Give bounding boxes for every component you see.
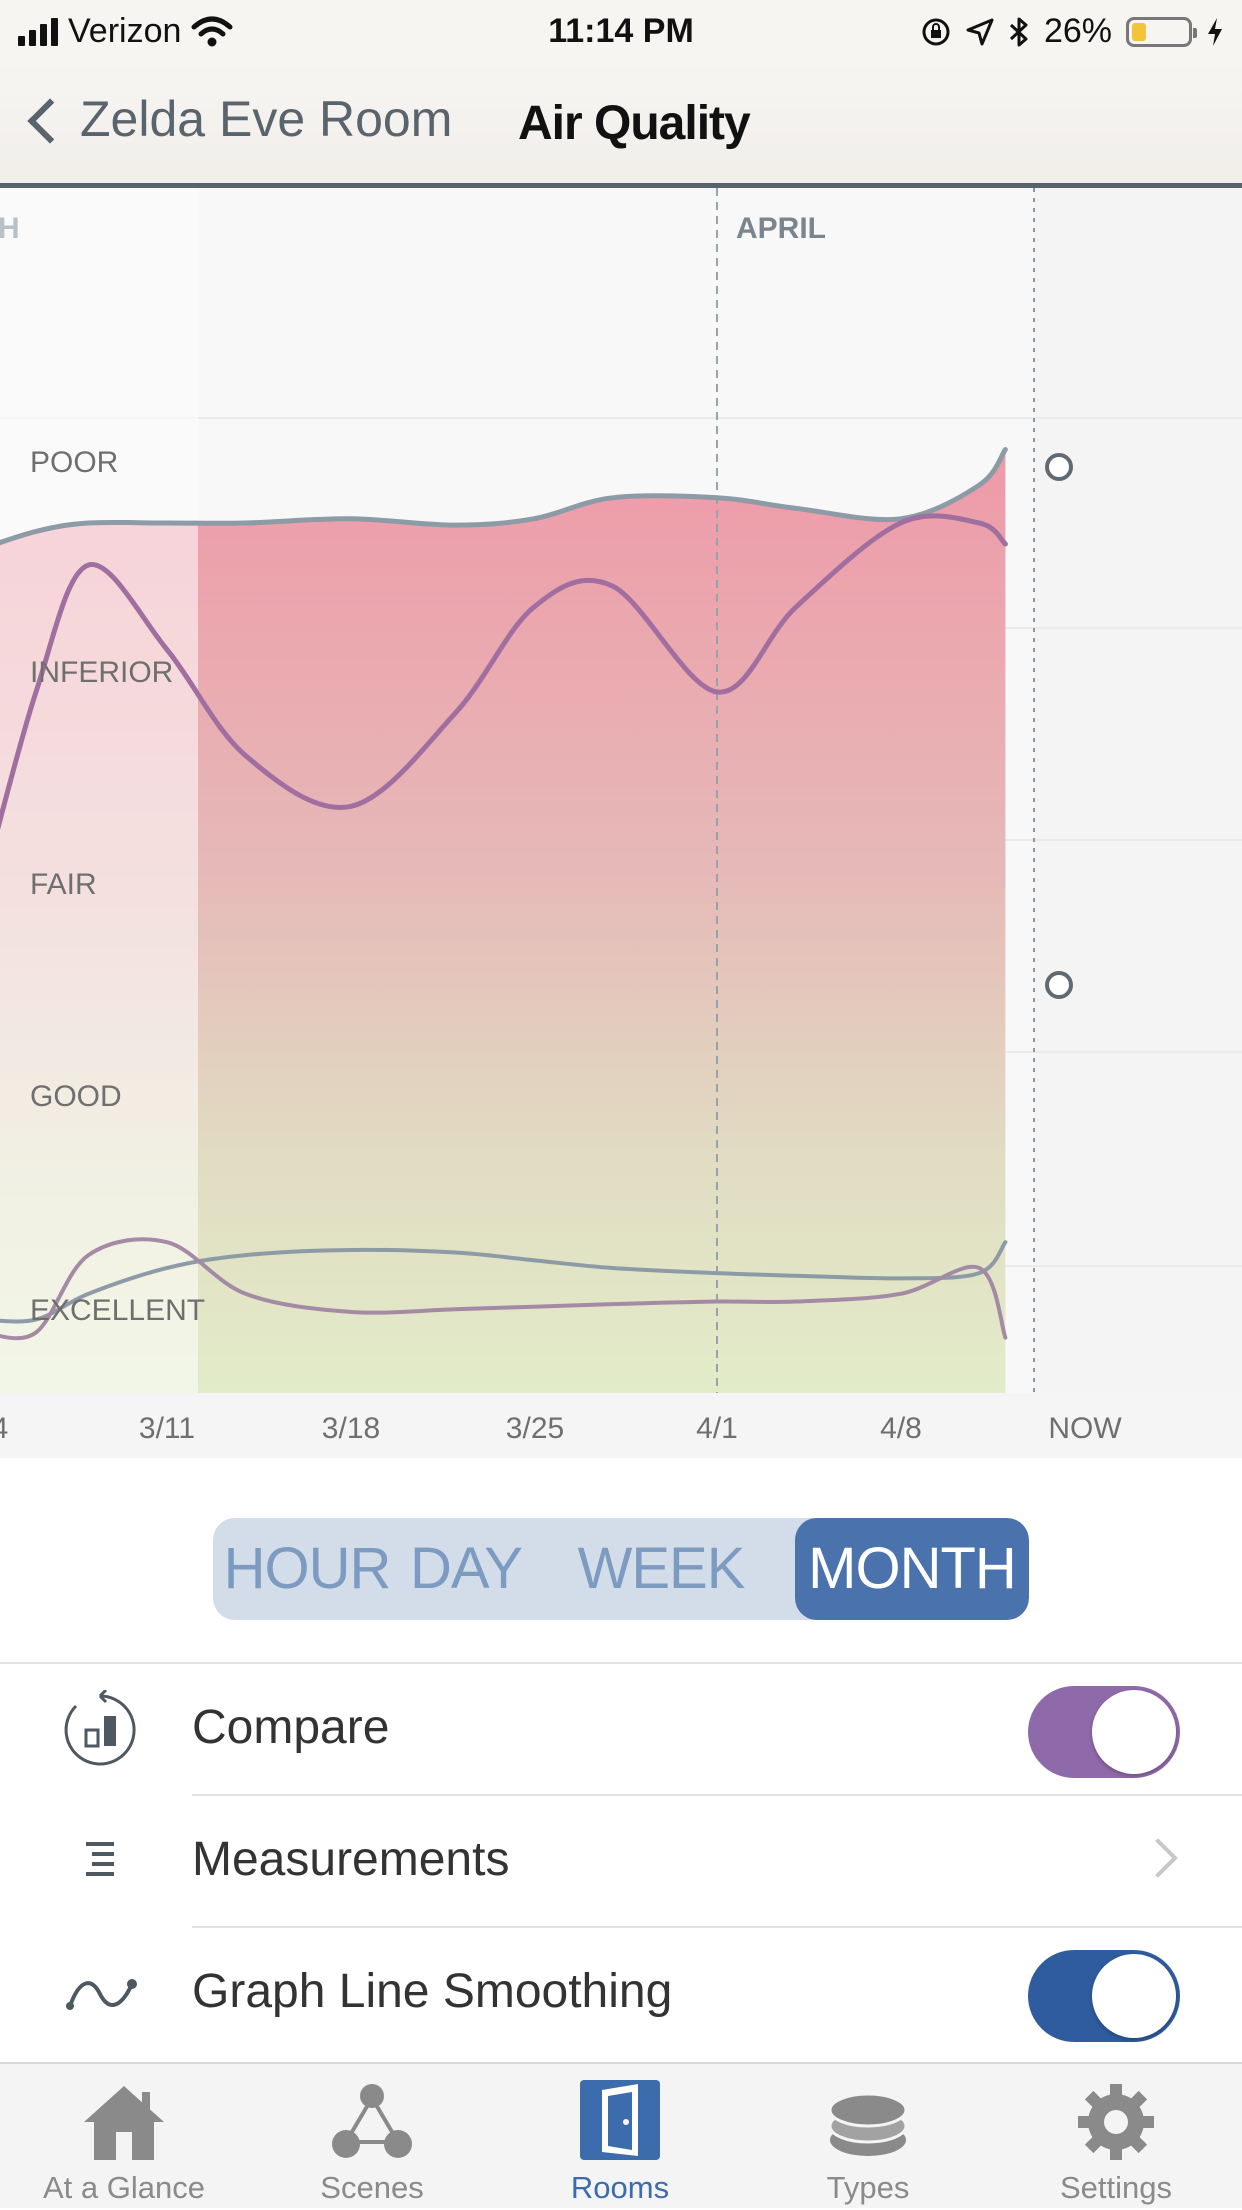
location-icon bbox=[966, 18, 994, 45]
x-tick-label: 4 bbox=[0, 1412, 8, 1445]
carrier-label: Verizon bbox=[68, 12, 182, 50]
nav-bar: Zelda Eve Room Air Quality bbox=[0, 62, 1242, 188]
range-day[interactable]: DAY bbox=[410, 1536, 523, 1601]
range-selector: HOUR DAY WEEK MONTH bbox=[213, 1518, 1029, 1620]
air-quality-chart[interactable]: POOR INFERIOR FAIR GOOD EXCELLENT H APRIL 4 3/… bbox=[0, 188, 1242, 1458]
battery-percent: 26% bbox=[1043, 12, 1112, 50]
y-label-good: GOOD bbox=[30, 1080, 122, 1113]
rotation-lock-icon bbox=[922, 18, 950, 45]
list-icon bbox=[86, 1842, 114, 1876]
series-line-3 bbox=[0, 1240, 1008, 1324]
back-label: Zelda Eve Room bbox=[80, 91, 453, 147]
chevron-left-icon bbox=[27, 98, 73, 144]
range-week[interactable]: WEEK bbox=[577, 1536, 746, 1601]
x-tick-label: 4/8 bbox=[880, 1412, 922, 1445]
layers-icon bbox=[828, 2092, 908, 2156]
smoothing-toggle[interactable] bbox=[1028, 1950, 1180, 2042]
x-tick-label: 3/18 bbox=[322, 1412, 380, 1445]
marker-top bbox=[1045, 453, 1073, 481]
y-label-excellent: EXCELLENT bbox=[30, 1294, 205, 1327]
battery-icon bbox=[1126, 16, 1197, 47]
series-line-1 bbox=[0, 447, 1008, 546]
tab-settings[interactable]: Settings bbox=[992, 2064, 1240, 2210]
y-label-inferior: INFERIOR bbox=[30, 656, 173, 689]
chart-canvas: POOR INFERIOR FAIR GOOD EXCELLENT H APRIL 4 3/… bbox=[0, 188, 1242, 1458]
house-icon bbox=[84, 2086, 164, 2160]
tab-bar: At a Glance Scenes Rooms Types bbox=[0, 2062, 1242, 2208]
series-line-2 bbox=[0, 513, 1008, 831]
list-divider bbox=[0, 1662, 1242, 1664]
wifi-icon bbox=[191, 16, 233, 46]
back-button[interactable]: Zelda Eve Room bbox=[27, 90, 453, 148]
status-time: 11:14 PM bbox=[548, 12, 694, 50]
x-tick-label: 3/11 bbox=[139, 1412, 195, 1445]
gear-icon bbox=[1078, 2084, 1154, 2160]
scenes-icon bbox=[332, 2084, 412, 2158]
compare-toggle[interactable] bbox=[1028, 1686, 1180, 1778]
status-bar: Verizon 11:14 PM 26% bbox=[0, 0, 1242, 62]
signal-icon bbox=[18, 17, 58, 46]
curve-icon bbox=[66, 1979, 137, 2010]
y-label-poor: POOR bbox=[30, 446, 118, 479]
smoothing-row: Graph Line Smoothing bbox=[0, 1928, 1242, 2060]
x-tick-label: 3/25 bbox=[506, 1412, 564, 1445]
series-line-4 bbox=[0, 1237, 1008, 1341]
tab-types[interactable]: Types bbox=[744, 2064, 992, 2210]
page-title: Air Quality bbox=[518, 97, 751, 150]
measurements-label: Measurements bbox=[192, 1833, 510, 1886]
charging-icon bbox=[1208, 17, 1222, 46]
measurements-row[interactable]: Measurements bbox=[0, 1796, 1242, 1928]
tab-at-a-glance[interactable]: At a Glance bbox=[0, 2064, 248, 2210]
bluetooth-icon bbox=[1009, 17, 1028, 46]
month-label-2: APRIL bbox=[736, 212, 826, 245]
x-tick-label: NOW bbox=[1048, 1412, 1122, 1445]
smoothing-label: Graph Line Smoothing bbox=[192, 1965, 673, 2018]
door-icon bbox=[580, 2080, 660, 2160]
range-hour[interactable]: HOUR bbox=[223, 1536, 392, 1601]
x-tick-label: 4/1 bbox=[696, 1412, 738, 1445]
compare-label: Compare bbox=[192, 1701, 390, 1754]
month-label-1: H bbox=[0, 212, 20, 245]
range-month[interactable]: MONTH bbox=[795, 1518, 1029, 1620]
y-label-fair: FAIR bbox=[30, 868, 97, 901]
compare-icon bbox=[64, 1690, 136, 1766]
chevron-right-icon bbox=[1138, 1838, 1178, 1878]
tab-scenes[interactable]: Scenes bbox=[248, 2064, 496, 2210]
marker-bottom bbox=[1045, 971, 1073, 999]
tab-rooms[interactable]: Rooms bbox=[496, 2064, 744, 2210]
compare-row: Compare bbox=[0, 1664, 1242, 1796]
